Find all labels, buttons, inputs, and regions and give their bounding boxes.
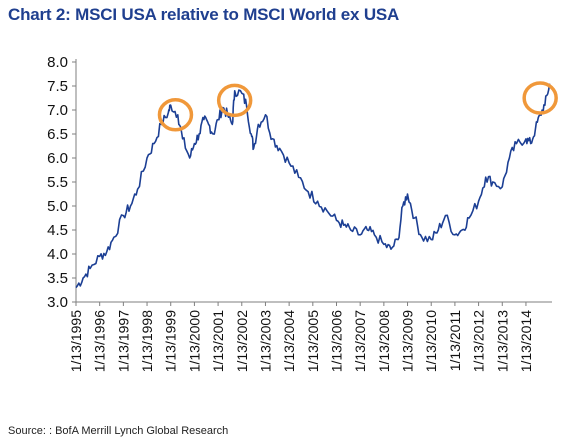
x-tick-labels: 1/13/1995 1/13/1996 1/13/1997 1/13/1998 1/13… — [68, 310, 534, 373]
y-tick-label: 3.0 — [47, 294, 68, 311]
x-tick-label: 1/13/2014 — [518, 310, 534, 372]
y-tick-label: 3.5 — [47, 270, 68, 287]
x-tick-label: 1/13/2003 — [257, 310, 273, 372]
x-tick-label: 1/13/1999 — [163, 310, 179, 372]
y-tick-label: 8.0 — [47, 54, 68, 71]
y-tick-label: 5.5 — [47, 174, 68, 191]
x-tick-label: 1/13/2012 — [471, 310, 487, 372]
highlight-circle — [522, 81, 558, 115]
y-tick-label: 4.5 — [47, 222, 68, 239]
highlight-circles — [157, 81, 558, 132]
highlight-circle — [216, 83, 253, 118]
y-tick-label: 5.0 — [47, 198, 68, 215]
x-tick-label: 1/13/2005 — [305, 310, 321, 372]
x-tick-label: 1/13/2011 — [447, 310, 463, 371]
x-tick-label: 1/13/2004 — [281, 310, 297, 372]
x-tick-label: 1/13/2007 — [352, 310, 368, 372]
x-tick-label: 1/13/2001 — [210, 310, 226, 372]
x-tick-label: 1/13/2008 — [376, 310, 392, 372]
x-tick-label: 1/13/2009 — [400, 310, 416, 372]
series-line — [75, 83, 551, 289]
y-tick-label: 6.5 — [47, 126, 68, 143]
x-tick-label: 1/13/1996 — [92, 310, 108, 372]
y-tick-label: 7.5 — [47, 78, 68, 95]
x-tick-label: 1/13/1997 — [115, 310, 131, 372]
x-tick-label: 1/13/2006 — [328, 310, 344, 372]
chart-title: Chart 2: MSCI USA relative to MSCI World… — [8, 5, 400, 24]
y-tick-label: 4.0 — [47, 246, 68, 263]
x-tick-label: 1/13/2000 — [186, 310, 202, 372]
chart-axes — [72, 59, 552, 306]
x-tick-label: 1/13/2010 — [423, 310, 439, 372]
y-tick-label: 7.0 — [47, 102, 68, 119]
x-tick-label: 1/13/1998 — [139, 310, 155, 372]
chart-series — [75, 83, 551, 289]
highlight-circle — [157, 98, 194, 132]
y-tick-labels: 3.0 3.5 4.0 4.5 5.0 5.5 6.0 6.5 7.0 7.5 8.0 — [47, 54, 68, 311]
x-tick-label: 1/13/1995 — [68, 310, 84, 372]
x-tick-label: 1/13/2002 — [234, 310, 250, 372]
x-tick-label: 1/13/2013 — [494, 310, 510, 372]
source-note: Source: : BofA Merrill Lynch Global Rese… — [8, 425, 229, 437]
y-tick-label: 6.0 — [47, 150, 68, 167]
